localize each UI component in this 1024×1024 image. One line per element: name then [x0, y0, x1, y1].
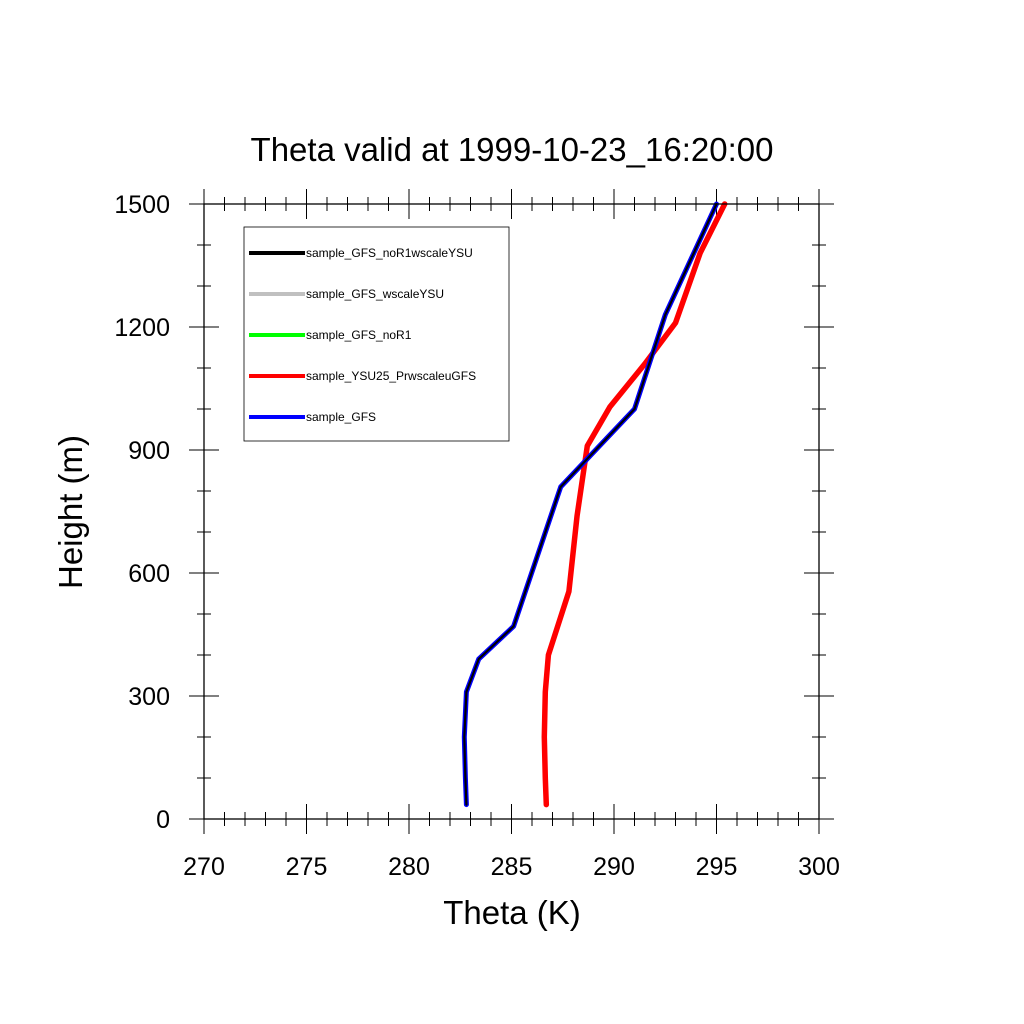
- series-line-sample_YSU25_PrwscaleuGFS: [541, 201, 728, 808]
- series-line-sample_GFS_noR1wscaleYSU: [463, 202, 718, 806]
- x-axis-label: Theta (K): [443, 894, 581, 931]
- x-tick-label: 290: [593, 853, 635, 881]
- x-tick-label: 300: [798, 853, 840, 881]
- y-tick-label: 900: [128, 437, 170, 465]
- legend-label: sample_GFS: [306, 410, 376, 424]
- legend-label: sample_GFS_noR1: [306, 328, 412, 342]
- x-tick-label: 285: [491, 853, 533, 881]
- y-tick-label: 600: [128, 560, 170, 588]
- x-tick-label: 295: [696, 853, 738, 881]
- y-tick-label: 300: [128, 683, 170, 711]
- x-tick-label: 275: [286, 853, 328, 881]
- legend-label: sample_GFS_wscaleYSU: [306, 287, 444, 301]
- y-tick-label: 1200: [114, 314, 170, 342]
- legend-label: sample_GFS_noR1wscaleYSU: [306, 246, 473, 260]
- y-tick-label: 1500: [114, 191, 170, 219]
- chart-title: Theta valid at 1999-10-23_16:20:00: [251, 131, 774, 168]
- y-tick-label: 0: [156, 806, 170, 834]
- x-tick-label: 270: [183, 853, 225, 881]
- y-axis-label: Height (m): [52, 435, 89, 589]
- legend-label: sample_YSU25_PrwscaleuGFS: [306, 369, 476, 383]
- x-tick-label: 280: [388, 853, 430, 881]
- plot-frame: [203, 203, 820, 820]
- series-lines: [461, 201, 728, 808]
- x-tick-labels: 270 275 280 285 290 295 300: [183, 853, 840, 881]
- y-tick-labels: 0 300 600 900 1200 1500: [114, 191, 170, 834]
- legend: sample_GFS_noR1wscaleYSU sample_GFS_wscal…: [243, 226, 510, 442]
